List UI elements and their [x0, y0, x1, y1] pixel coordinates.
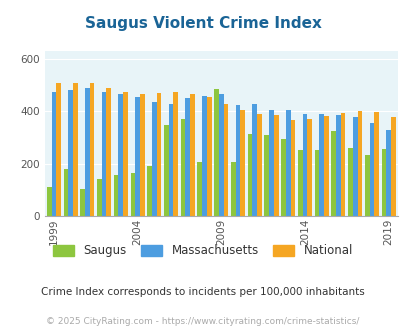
Bar [151, 102, 156, 216]
Text: Saugus Violent Crime Index: Saugus Violent Crime Index [84, 16, 321, 31]
Bar [335, 115, 340, 216]
Bar [352, 116, 357, 216]
Bar [140, 94, 144, 216]
Bar [314, 150, 319, 216]
Bar [369, 123, 373, 216]
Bar [147, 166, 151, 216]
Bar [218, 94, 223, 216]
Text: © 2025 CityRating.com - https://www.cityrating.com/crime-statistics/: © 2025 CityRating.com - https://www.city… [46, 317, 359, 326]
Bar [323, 116, 328, 216]
Bar [85, 88, 90, 216]
Bar [118, 94, 123, 216]
Bar [373, 112, 378, 216]
Bar [357, 112, 361, 216]
Bar [173, 92, 178, 216]
Bar [230, 162, 235, 216]
Bar [252, 104, 256, 216]
Bar [102, 92, 106, 216]
Bar [106, 88, 111, 216]
Bar [364, 154, 369, 216]
Bar [123, 92, 128, 216]
Bar [51, 92, 56, 216]
Bar [223, 104, 228, 216]
Bar [290, 120, 294, 216]
Bar [273, 115, 278, 216]
Text: Crime Index corresponds to incidents per 100,000 inhabitants: Crime Index corresponds to incidents per… [41, 287, 364, 297]
Bar [190, 94, 194, 216]
Bar [302, 114, 307, 216]
Bar [340, 113, 345, 216]
Bar [197, 162, 202, 216]
Bar [240, 110, 245, 216]
Bar [130, 174, 135, 216]
Bar [168, 104, 173, 216]
Bar [164, 125, 168, 216]
Bar [80, 189, 85, 216]
Bar [185, 98, 190, 216]
Bar [330, 131, 335, 216]
Bar [97, 180, 102, 216]
Bar [73, 83, 77, 216]
Bar [47, 187, 51, 216]
Bar [135, 97, 140, 216]
Bar [307, 119, 311, 216]
Bar [235, 105, 240, 216]
Bar [264, 135, 269, 216]
Bar [113, 175, 118, 216]
Bar [247, 134, 252, 216]
Bar [68, 90, 73, 216]
Bar [297, 150, 302, 216]
Bar [381, 148, 386, 216]
Bar [202, 96, 207, 216]
Bar [285, 110, 290, 216]
Legend: Saugus, Massachusetts, National: Saugus, Massachusetts, National [48, 240, 357, 262]
Bar [156, 93, 161, 216]
Bar [256, 114, 261, 216]
Bar [347, 148, 352, 216]
Bar [390, 116, 395, 216]
Bar [281, 139, 285, 216]
Bar [56, 83, 61, 216]
Bar [90, 83, 94, 216]
Bar [180, 119, 185, 216]
Bar [207, 97, 211, 216]
Bar [269, 110, 273, 216]
Bar [319, 114, 323, 216]
Bar [386, 130, 390, 216]
Bar [64, 169, 68, 216]
Bar [214, 89, 218, 216]
